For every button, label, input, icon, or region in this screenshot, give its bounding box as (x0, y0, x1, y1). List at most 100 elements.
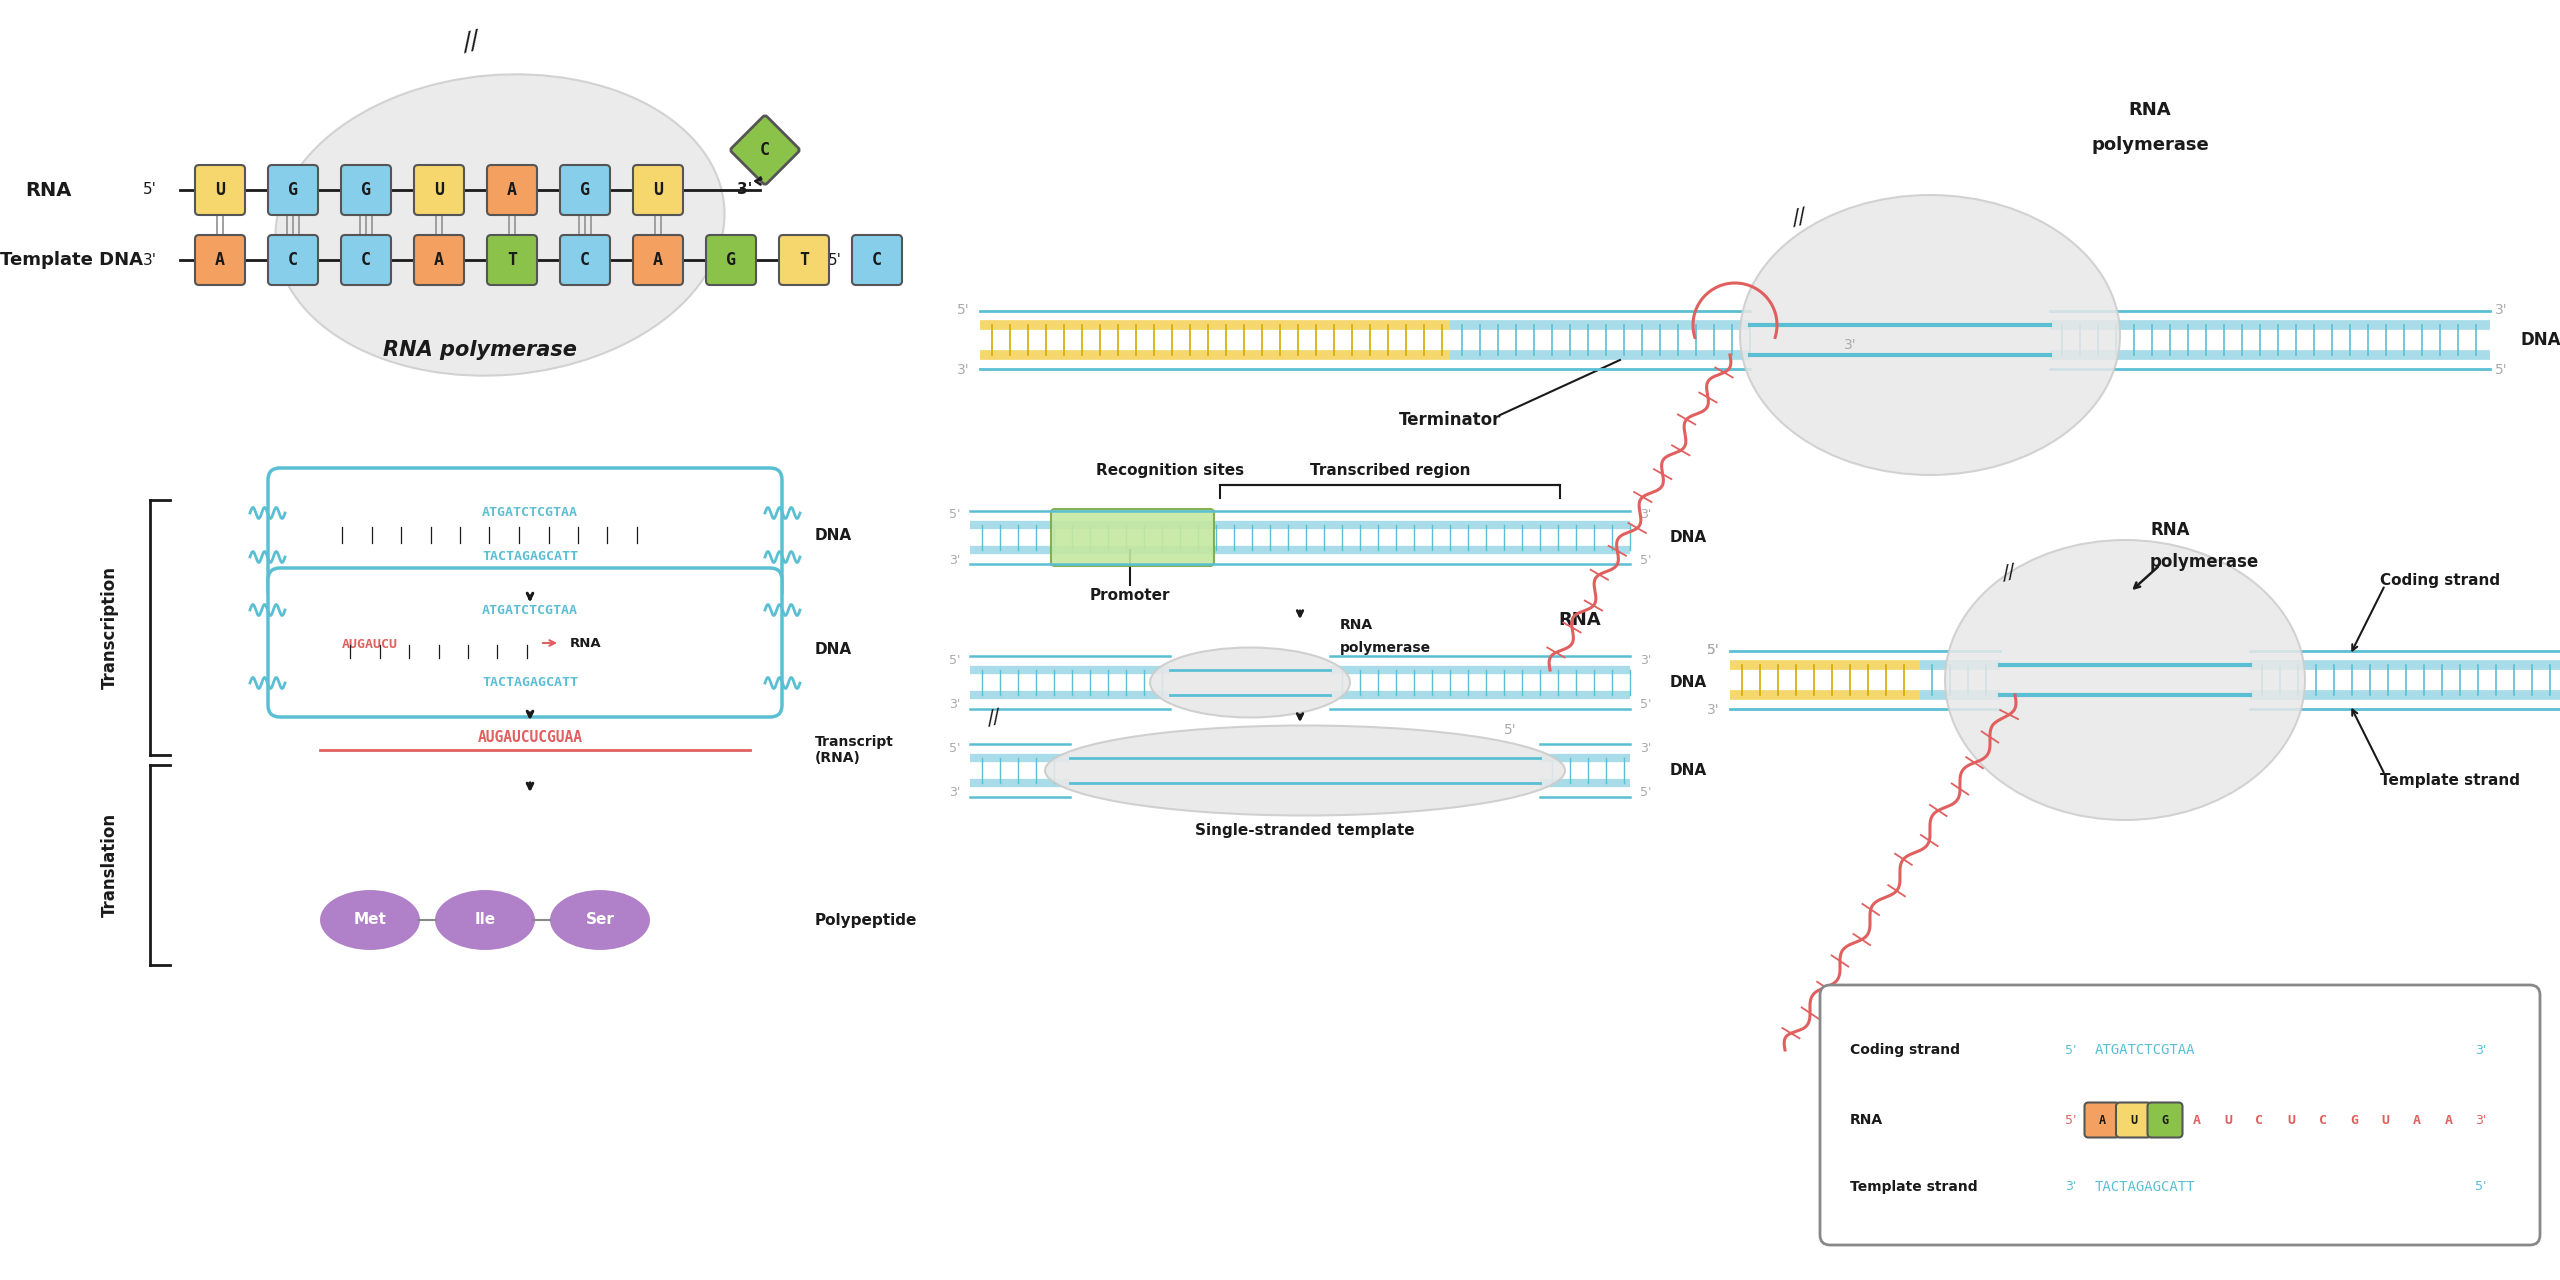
FancyBboxPatch shape (269, 236, 317, 285)
Text: Coding strand: Coding strand (1851, 1043, 1961, 1057)
FancyBboxPatch shape (415, 165, 463, 215)
Text: 3': 3' (1641, 741, 1651, 754)
FancyBboxPatch shape (730, 115, 799, 184)
Text: C: C (2319, 1114, 2327, 1126)
Text: //: // (1999, 562, 2017, 584)
Text: A: A (2445, 1114, 2452, 1126)
Text: DNA: DNA (1669, 763, 1708, 778)
Text: U: U (653, 180, 663, 198)
Text: Template DNA: Template DNA (0, 251, 143, 269)
Text: ATGATCTCGTAA: ATGATCTCGTAA (481, 603, 579, 617)
Text: 5': 5' (2066, 1043, 2076, 1056)
Text: RNA: RNA (1559, 611, 1603, 628)
Text: AUGAUCUCGUAA: AUGAUCUCGUAA (479, 731, 584, 745)
Text: C: C (581, 251, 589, 269)
Text: 5': 5' (143, 183, 156, 197)
Text: 3': 3' (2476, 1043, 2486, 1056)
Text: 3': 3' (1641, 654, 1651, 667)
FancyBboxPatch shape (340, 165, 392, 215)
Text: DNA: DNA (1669, 675, 1708, 690)
Text: 5': 5' (1641, 553, 1651, 567)
Ellipse shape (1149, 648, 1349, 718)
Text: 5': 5' (827, 252, 842, 268)
Text: 3': 3' (737, 183, 753, 197)
Text: 3': 3' (143, 252, 156, 268)
Text: Single-stranded template: Single-stranded template (1196, 823, 1416, 837)
Text: 5': 5' (1641, 699, 1651, 712)
Text: C: C (361, 251, 371, 269)
Text: T: T (799, 251, 809, 269)
Text: 5': 5' (1503, 723, 1516, 737)
Text: RNA: RNA (1851, 1114, 1884, 1126)
Text: Template strand: Template strand (1851, 1180, 1979, 1194)
Text: 3': 3' (950, 786, 960, 800)
FancyBboxPatch shape (340, 236, 392, 285)
Text: A: A (653, 251, 663, 269)
Text: polymerase: polymerase (2150, 553, 2260, 571)
Ellipse shape (1946, 540, 2304, 820)
FancyBboxPatch shape (269, 468, 781, 602)
Text: 5': 5' (2476, 1180, 2486, 1193)
Text: polymerase: polymerase (1339, 641, 1431, 655)
FancyBboxPatch shape (632, 236, 684, 285)
Text: U: U (215, 180, 225, 198)
Text: DNA: DNA (2519, 332, 2560, 349)
Text: RNA: RNA (2150, 521, 2189, 539)
Text: Recognition sites: Recognition sites (1096, 462, 1244, 477)
FancyBboxPatch shape (707, 236, 755, 285)
Text: A: A (215, 251, 225, 269)
Text: G: G (2161, 1114, 2168, 1126)
Text: C: C (2255, 1114, 2263, 1126)
Text: 5': 5' (950, 654, 960, 667)
Text: DNA: DNA (814, 643, 852, 658)
Text: 3': 3' (950, 553, 960, 567)
FancyBboxPatch shape (1052, 509, 1213, 566)
Text: 5': 5' (1708, 643, 1720, 657)
Text: A: A (2099, 1114, 2104, 1126)
Text: U: U (435, 180, 443, 198)
Text: Promoter: Promoter (1091, 588, 1170, 603)
FancyBboxPatch shape (561, 236, 609, 285)
Text: Ile: Ile (474, 913, 497, 928)
Ellipse shape (1741, 195, 2120, 475)
Ellipse shape (320, 890, 420, 951)
Text: 5': 5' (2496, 364, 2509, 378)
Text: 5': 5' (957, 303, 970, 317)
FancyBboxPatch shape (195, 165, 246, 215)
FancyBboxPatch shape (2084, 1102, 2120, 1138)
Text: Transcript
(RNA): Transcript (RNA) (814, 735, 893, 765)
Text: G: G (581, 180, 589, 198)
Text: Met: Met (353, 913, 387, 928)
Text: ATGATCTCGTAA: ATGATCTCGTAA (2094, 1043, 2196, 1057)
FancyBboxPatch shape (632, 165, 684, 215)
Text: Ser: Ser (586, 913, 614, 928)
FancyBboxPatch shape (1820, 986, 2540, 1245)
Text: C: C (873, 251, 883, 269)
Text: 3': 3' (2496, 303, 2509, 317)
Text: 5': 5' (2066, 1114, 2076, 1126)
Text: U: U (2286, 1114, 2294, 1126)
Text: G: G (727, 251, 737, 269)
Text: G: G (361, 180, 371, 198)
Text: //: // (461, 27, 481, 55)
Text: 3': 3' (957, 364, 970, 378)
Text: //: // (1789, 206, 1810, 229)
FancyBboxPatch shape (561, 165, 609, 215)
Text: 5': 5' (950, 741, 960, 754)
Text: A: A (435, 251, 443, 269)
FancyBboxPatch shape (852, 236, 901, 285)
Text: RNA: RNA (26, 180, 72, 200)
FancyBboxPatch shape (269, 568, 781, 717)
Text: A: A (507, 180, 517, 198)
Text: RNA: RNA (2130, 101, 2171, 119)
Text: 3': 3' (950, 699, 960, 712)
Text: 3': 3' (1641, 508, 1651, 521)
FancyBboxPatch shape (269, 165, 317, 215)
Text: G: G (287, 180, 297, 198)
Text: 3': 3' (2476, 1114, 2486, 1126)
Ellipse shape (548, 890, 650, 951)
Text: Translation: Translation (100, 813, 118, 916)
FancyBboxPatch shape (415, 236, 463, 285)
Text: 5': 5' (1641, 786, 1651, 800)
FancyBboxPatch shape (486, 165, 538, 215)
